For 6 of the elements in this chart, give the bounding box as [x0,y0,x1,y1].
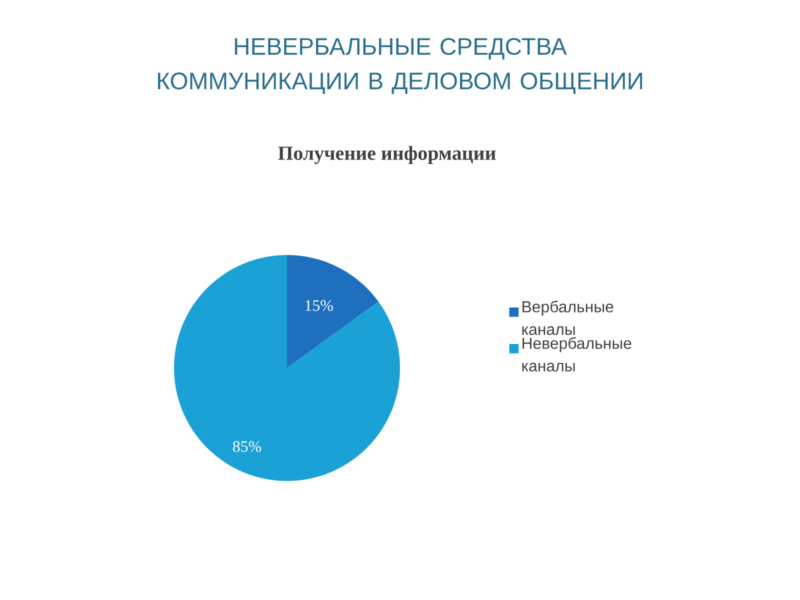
legend-label: Вербальные каналы [522,300,614,335]
chart-subtitle: Получение информации [278,146,496,164]
chart-title: НЕВЕРБАЛЬНЫЕ СРЕДСТВА КОММУНИКАЦИИ В ДЕЛОВОМ ОБЩЕНИИ [158,38,642,94]
data-label: 15% [306,300,333,311]
legend-label: Невербальные каналы [522,337,632,372]
data-label: 85% [232,441,262,452]
